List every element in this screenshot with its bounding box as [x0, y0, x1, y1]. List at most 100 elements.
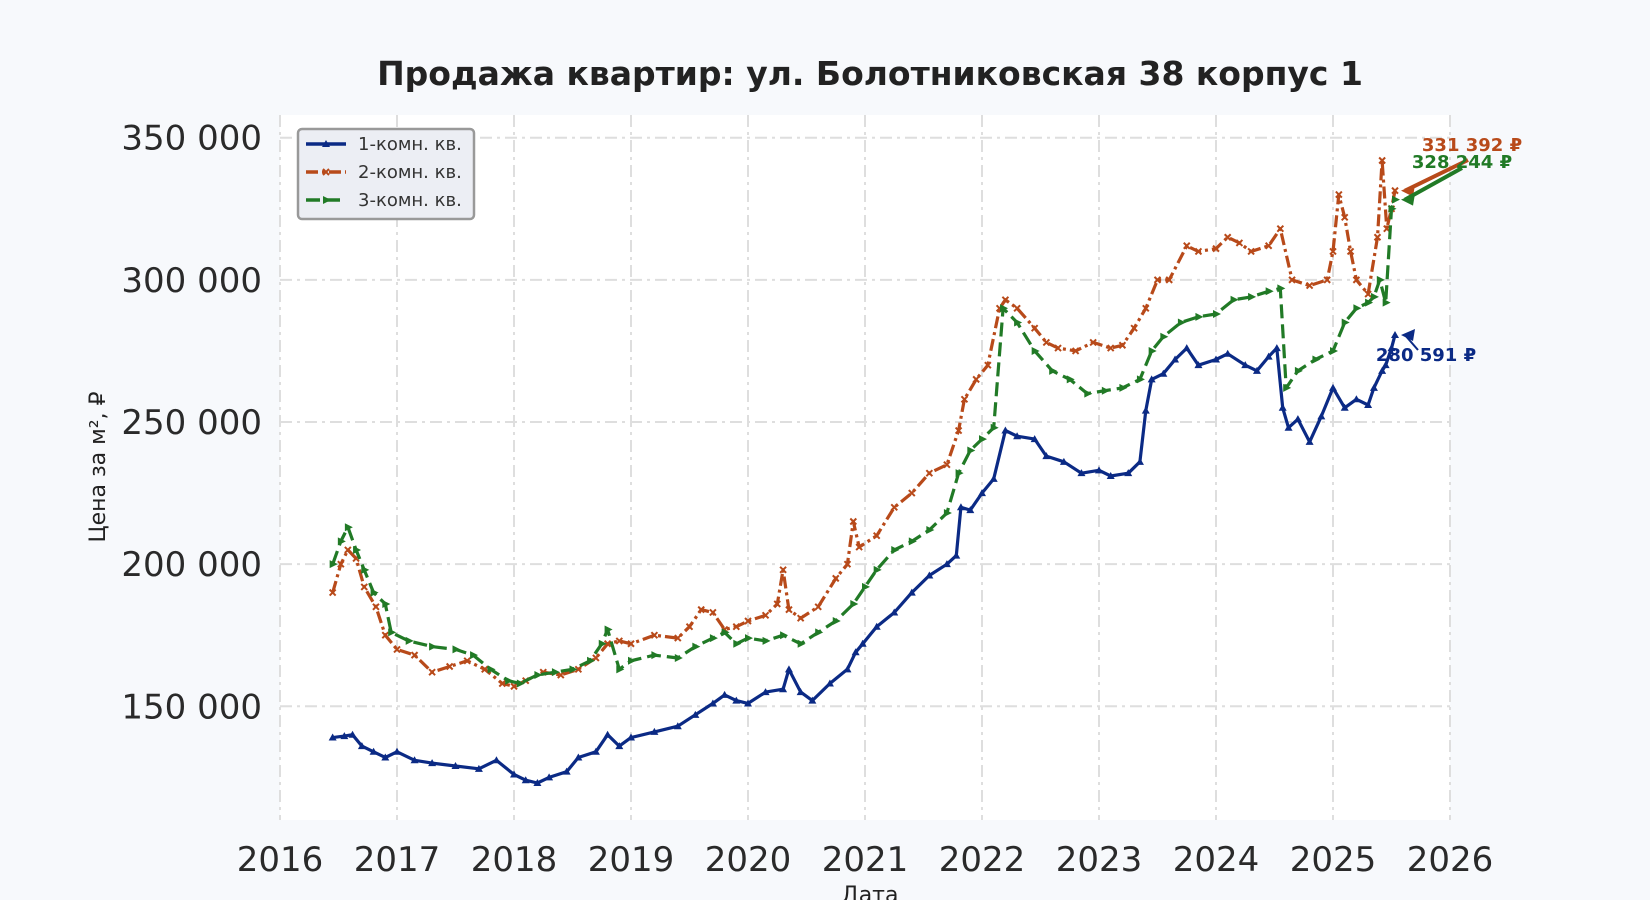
data-point [1340, 213, 1349, 222]
data-point [445, 662, 454, 671]
data-point [1077, 469, 1086, 477]
data-point [353, 545, 362, 554]
data-point [361, 565, 370, 574]
data-point [808, 696, 817, 704]
data-point [761, 688, 770, 696]
chart-title: Продажа квартир: ул. Болотниковская 38 к… [377, 54, 1363, 93]
data-point [516, 679, 525, 688]
data-point [574, 665, 583, 674]
data-point [785, 605, 793, 614]
data-point [773, 600, 781, 608]
annotation-arrowhead [1401, 184, 1416, 197]
data-point [984, 361, 992, 369]
data-point [943, 460, 951, 469]
data-point [1378, 366, 1387, 374]
data-point [1066, 375, 1075, 384]
data-point [498, 679, 507, 688]
data-point [943, 508, 952, 517]
annotation-label: 280 591 ₽ [1376, 345, 1476, 366]
data-point [510, 682, 518, 691]
data-point [956, 503, 965, 511]
data-point [784, 665, 793, 673]
data-point [628, 656, 636, 665]
data-point [674, 634, 682, 642]
data-point [1042, 338, 1051, 347]
data-point [979, 435, 987, 444]
data-point [604, 625, 613, 634]
data-point [815, 628, 824, 637]
data-point [796, 614, 805, 622]
data-point [627, 733, 635, 741]
data-point [1001, 296, 1010, 304]
data-point [762, 636, 771, 645]
x-tick-label: 2023 [1056, 840, 1143, 880]
data-point [1329, 247, 1337, 256]
data-point [382, 599, 391, 608]
data-point [569, 665, 578, 674]
data-point [744, 617, 752, 625]
data-point [851, 648, 860, 656]
annotation-arrowhead [1401, 193, 1416, 206]
data-point [1272, 344, 1281, 352]
data-point [1148, 346, 1157, 355]
data-point [1183, 242, 1191, 250]
data-point [1353, 304, 1362, 313]
data-point [1106, 472, 1115, 480]
data-point [1194, 247, 1203, 256]
y-tick-label: 350 000 [121, 119, 262, 159]
data-point [1283, 383, 1292, 392]
data-point [1212, 355, 1220, 363]
data-point [1340, 403, 1349, 411]
data-point [627, 640, 635, 648]
data-point [1165, 276, 1173, 284]
data-point [843, 665, 852, 673]
data-point [709, 634, 718, 643]
data-point [1370, 292, 1379, 301]
data-point [1049, 366, 1058, 375]
data-point [908, 537, 917, 546]
data-point [1277, 284, 1286, 293]
data-point [1223, 349, 1232, 357]
data-point [1054, 344, 1062, 352]
data-point [1101, 386, 1110, 395]
data-point [1118, 341, 1127, 349]
data-point [1212, 244, 1220, 253]
data-point [470, 651, 479, 660]
data-point [492, 756, 501, 764]
data-point [967, 446, 976, 455]
data-point [1130, 324, 1138, 332]
y-tick-label: 150 000 [121, 687, 262, 727]
data-point [732, 696, 741, 704]
data-point [1284, 423, 1293, 431]
data-point [952, 551, 961, 559]
data-point [744, 699, 752, 707]
data-point [942, 560, 951, 568]
data-point [1278, 403, 1287, 411]
data-point [598, 639, 607, 648]
data-point [1391, 331, 1400, 339]
data-point [1235, 239, 1244, 247]
data-point [862, 582, 870, 591]
data-point [360, 583, 368, 591]
annotation-arrowhead [1401, 329, 1416, 342]
data-point [797, 639, 806, 648]
data-point [1071, 347, 1080, 355]
data-point [1365, 298, 1374, 307]
data-point [691, 710, 700, 718]
data-point [521, 776, 530, 784]
data-point [1305, 437, 1314, 445]
data-point [1265, 287, 1274, 296]
data-point [1264, 352, 1273, 360]
data-point [587, 656, 596, 665]
data-point [1381, 361, 1390, 369]
data-point [1352, 395, 1361, 403]
legend: 1-комн. кв. 2-комн. кв. 3-комн. кв. [296, 127, 476, 221]
data-point [429, 642, 438, 651]
data-point [825, 679, 834, 687]
series-1-комн. кв. [328, 331, 1400, 787]
data-point [814, 603, 822, 611]
data-point [372, 603, 380, 611]
data-point [1213, 309, 1221, 318]
data-point [832, 574, 840, 583]
